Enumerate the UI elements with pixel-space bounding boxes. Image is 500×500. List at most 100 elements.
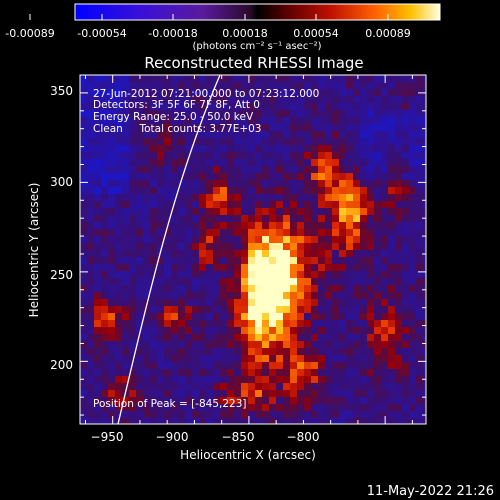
emission-cell: [388, 369, 396, 377]
emission-cell: [227, 278, 235, 286]
emission-cell: [304, 390, 312, 398]
emission-cell: [101, 327, 109, 335]
emission-cell: [416, 180, 424, 188]
emission-cell: [220, 159, 228, 167]
emission-cell: [367, 418, 375, 424]
emission-cell: [388, 173, 396, 181]
emission-cell: [94, 215, 102, 223]
emission-cell: [262, 292, 270, 300]
emission-cell: [143, 89, 151, 97]
emission-cell: [395, 117, 403, 125]
emission-cell: [395, 306, 403, 314]
emission-cell: [262, 75, 270, 83]
emission-cell: [234, 320, 242, 328]
emission-cell: [381, 89, 389, 97]
emission-cell: [360, 145, 368, 153]
emission-cell: [409, 138, 417, 146]
emission-cell: [255, 124, 263, 132]
emission-cell: [402, 341, 410, 349]
emission-cell: [269, 180, 277, 188]
emission-cell: [283, 390, 291, 398]
emission-cell: [192, 222, 200, 230]
emission-cell: [346, 222, 354, 230]
emission-cell: [304, 124, 312, 132]
emission-cell: [178, 243, 186, 251]
emission-cell: [318, 103, 326, 111]
emission-cell: [395, 299, 403, 307]
emission-cell: [339, 110, 347, 118]
emission-cell: [423, 131, 426, 139]
emission-cell: [304, 411, 312, 419]
emission-cell: [381, 348, 389, 356]
emission-cell: [325, 173, 333, 181]
emission-cell: [248, 201, 256, 209]
emission-cell: [409, 215, 417, 223]
emission-cell: [234, 215, 242, 223]
emission-cell: [171, 376, 179, 384]
emission-cell: [388, 159, 396, 167]
emission-cell: [150, 250, 158, 258]
emission-cell: [276, 82, 284, 90]
emission-cell: [395, 257, 403, 265]
emission-cell: [143, 96, 151, 104]
emission-cell: [360, 194, 368, 202]
emission-cell: [192, 404, 200, 412]
emission-cell: [367, 173, 375, 181]
emission-cell: [213, 299, 221, 307]
emission-cell: [241, 383, 249, 391]
emission-cell: [318, 299, 326, 307]
emission-cell: [367, 208, 375, 216]
emission-cell: [192, 271, 200, 279]
emission-cell: [360, 334, 368, 342]
emission-cell: [108, 173, 116, 181]
obs-time-range: 27-Jun-2012 07:21:00.000 to 07:23:12.000: [93, 88, 319, 100]
emission-cell: [241, 306, 249, 314]
emission-cell: [276, 229, 284, 237]
emission-cell: [381, 173, 389, 181]
emission-cell: [122, 243, 130, 251]
emission-cell: [129, 362, 137, 370]
emission-cell: [248, 320, 256, 328]
emission-cell: [241, 201, 249, 209]
emission-cell: [101, 159, 109, 167]
emission-cell: [178, 173, 186, 181]
emission-cell: [185, 96, 193, 104]
emission-cell: [234, 355, 242, 363]
emission-cell: [367, 299, 375, 307]
emission-cell: [409, 208, 417, 216]
emission-cell: [423, 96, 426, 104]
emission-cell: [423, 418, 426, 424]
emission-cell: [388, 166, 396, 174]
emission-cell: [276, 201, 284, 209]
emission-cell: [290, 236, 298, 244]
emission-cell: [262, 404, 270, 412]
emission-cell: [143, 355, 151, 363]
emission-cell: [353, 124, 361, 132]
emission-cell: [325, 341, 333, 349]
emission-cell: [269, 173, 277, 181]
emission-cell: [381, 159, 389, 167]
emission-cell: [108, 229, 116, 237]
emission-cell: [115, 187, 123, 195]
emission-cell: [108, 404, 116, 412]
emission-cell: [234, 278, 242, 286]
emission-cell: [374, 194, 382, 202]
emission-cell: [374, 131, 382, 139]
emission-cell: [241, 341, 249, 349]
emission-cell: [115, 376, 123, 384]
emission-cell: [164, 418, 172, 424]
emission-cell: [178, 390, 186, 398]
emission-cell: [199, 383, 207, 391]
emission-cell: [241, 180, 249, 188]
emission-cell: [262, 397, 270, 405]
emission-cell: [171, 411, 179, 419]
emission-cell: [101, 264, 109, 272]
emission-cell: [80, 285, 88, 293]
emission-cell: [262, 243, 270, 251]
emission-cell: [388, 334, 396, 342]
emission-cell: [220, 292, 228, 300]
emission-cell: [353, 306, 361, 314]
emission-cell: [290, 166, 298, 174]
emission-cell: [360, 299, 368, 307]
emission-cell: [143, 250, 151, 258]
